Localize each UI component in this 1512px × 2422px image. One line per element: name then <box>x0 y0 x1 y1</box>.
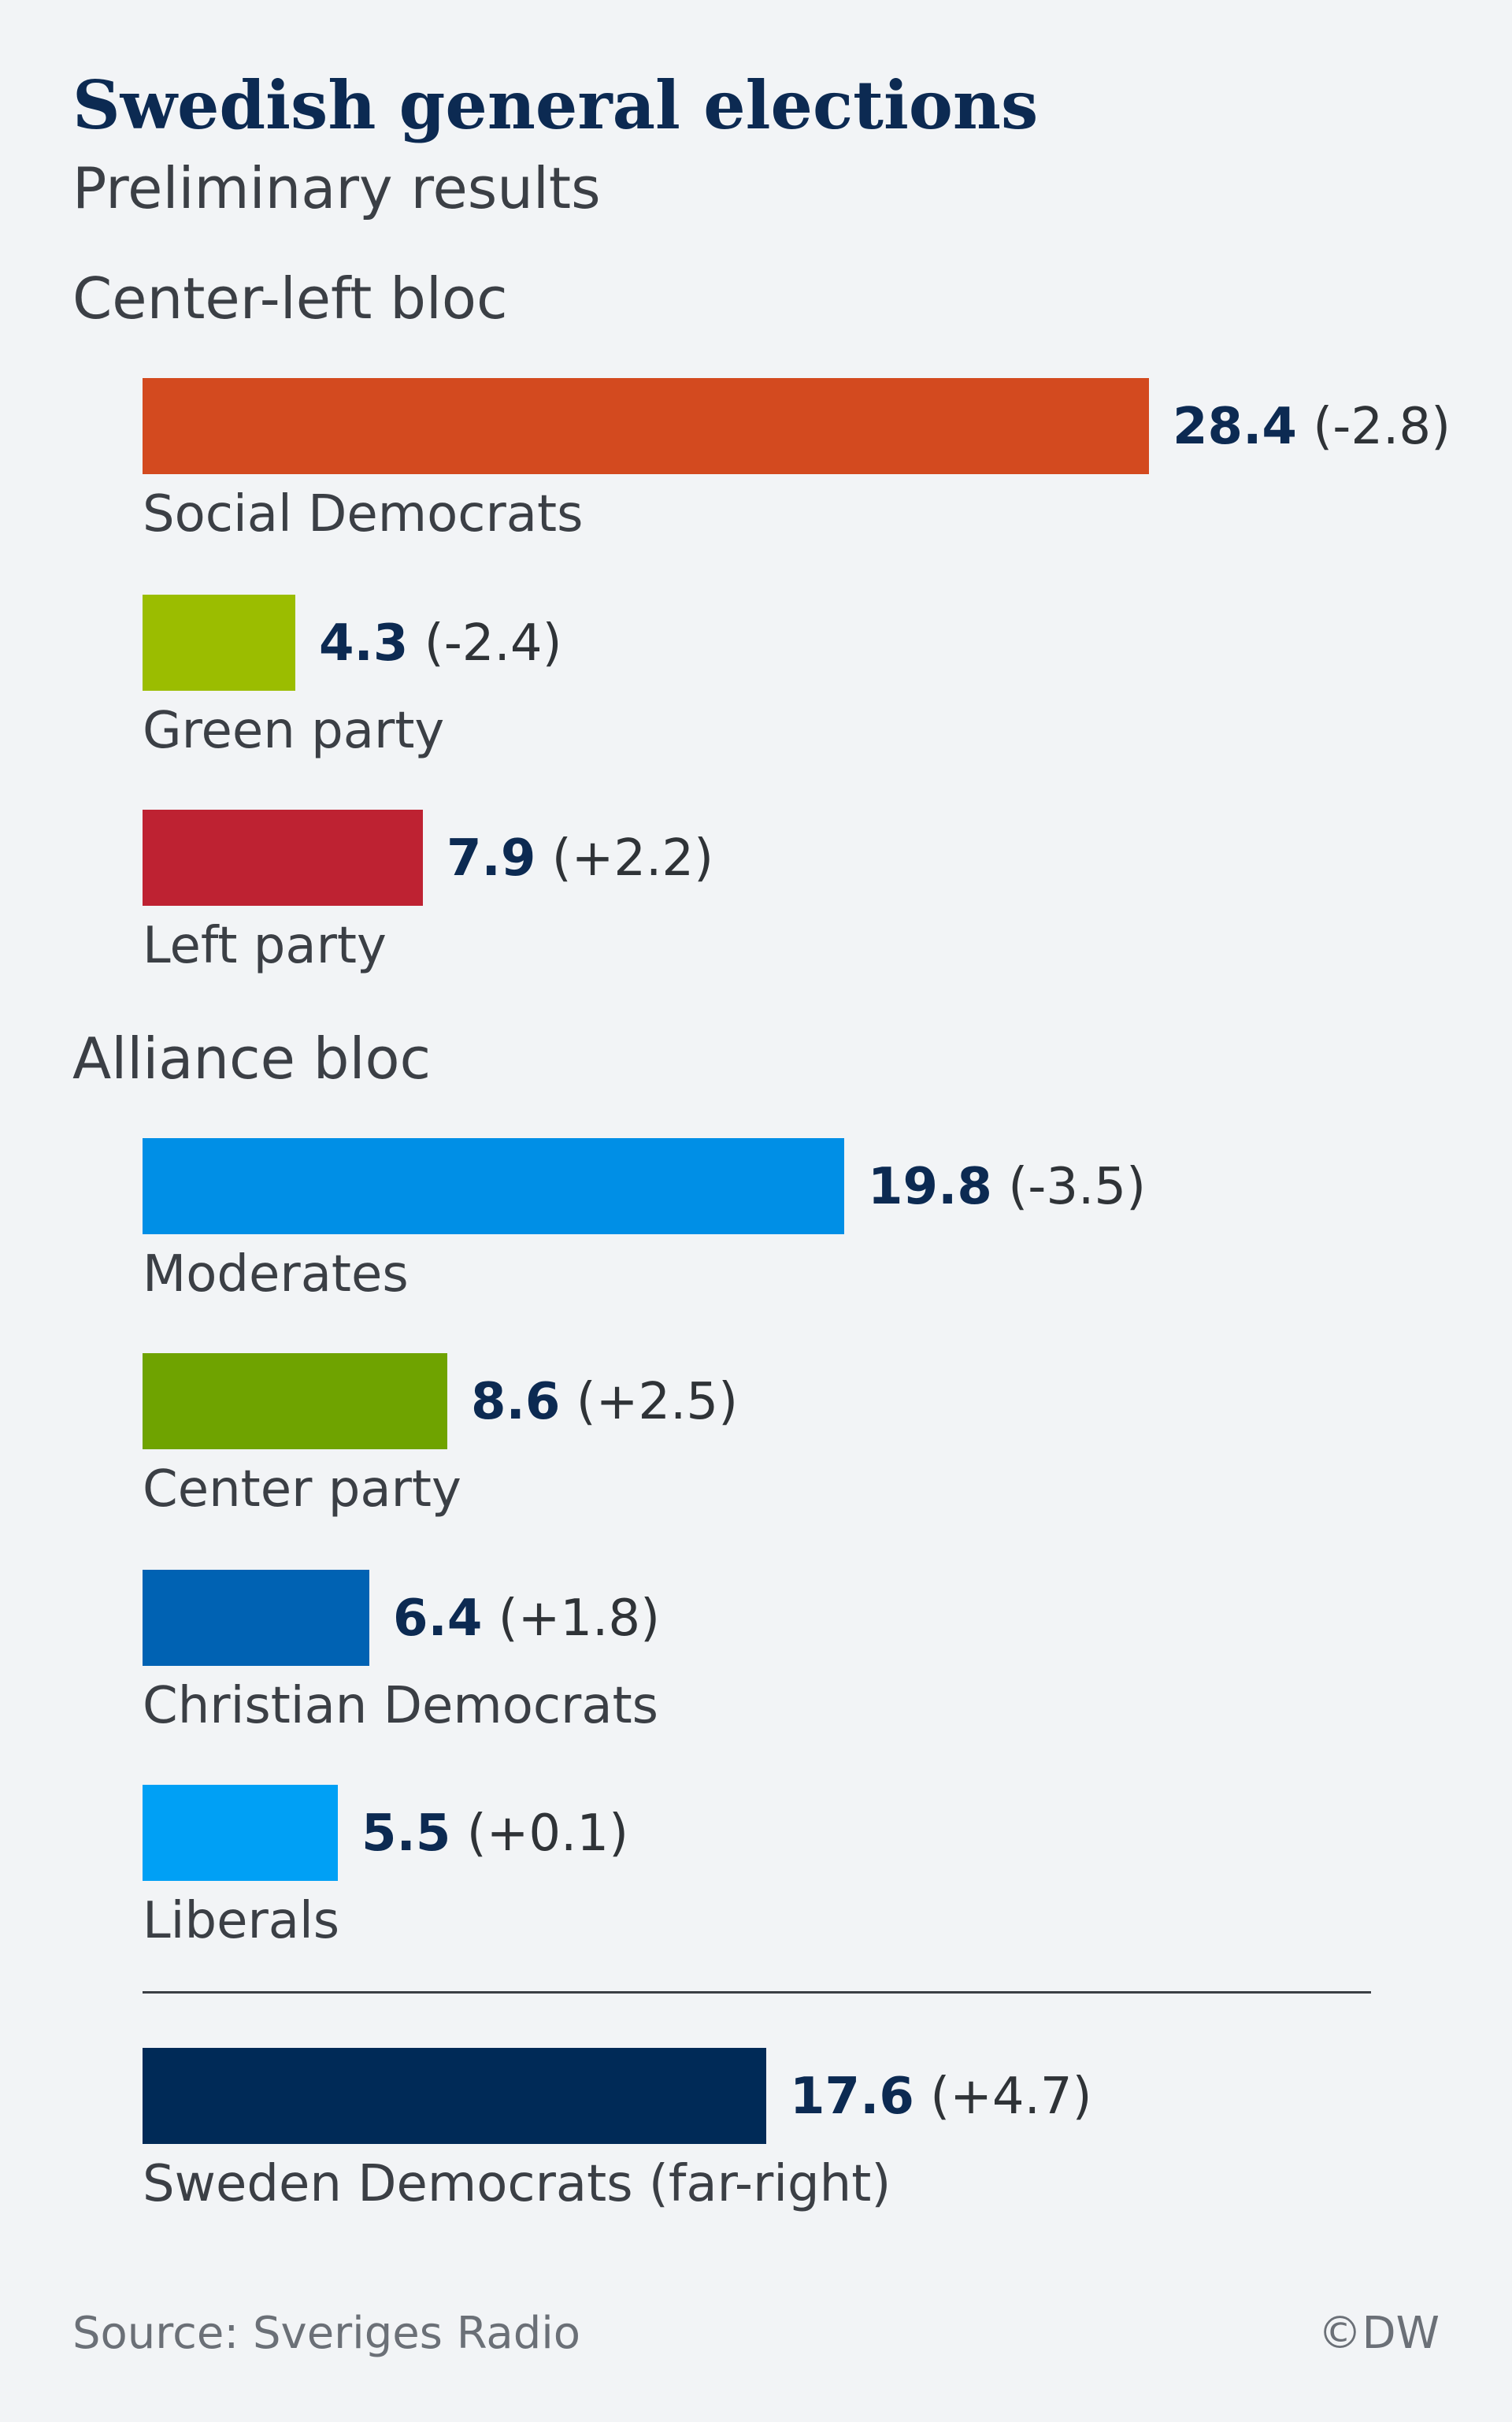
value-change: (+0.1) <box>450 1804 629 1863</box>
value-number: 4.3 <box>319 614 409 673</box>
bloc-label-center-left: Center-left bloc <box>72 265 508 332</box>
value-label-christian-democrats: 6.4 (+1.8) <box>393 1593 660 1644</box>
bloc-label-alliance: Alliance bloc <box>72 1026 432 1092</box>
value-label-liberals: 5.5 (+0.1) <box>361 1808 628 1859</box>
source-note: Source: Sveriges Radio <box>72 2308 581 2359</box>
chart-title: Swedish general elections <box>72 66 1039 144</box>
party-label-social-democrats: Social Democrats <box>143 485 584 543</box>
chart-subtitle: Preliminary results <box>72 155 601 221</box>
value-label-left-party: 7.9 (+2.2) <box>447 833 713 884</box>
bar-moderates <box>143 1138 844 1234</box>
value-change: (+4.7) <box>914 2068 1092 2126</box>
value-number: 5.5 <box>361 1804 451 1863</box>
value-label-moderates: 19.8 (-3.5) <box>868 1162 1146 1212</box>
bar-social-democrats <box>143 378 1149 474</box>
value-number: 8.6 <box>471 1373 561 1431</box>
bar-left-party <box>143 810 423 906</box>
bar-center-party <box>143 1353 447 1449</box>
party-label-green-party: Green party <box>143 702 445 760</box>
value-label-center-party: 8.6 (+2.5) <box>471 1377 738 1427</box>
credit-dw: ©DW <box>1317 2308 1440 2359</box>
value-number: 19.8 <box>868 1158 992 1216</box>
bar-green-party <box>143 595 295 691</box>
value-number: 6.4 <box>393 1589 483 1648</box>
party-label-liberals: Liberals <box>143 1892 340 1950</box>
value-change: (-2.4) <box>408 614 562 673</box>
bar-christian-democrats <box>143 1570 369 1666</box>
value-change: (-3.5) <box>991 1158 1147 1216</box>
value-number: 7.9 <box>447 829 536 888</box>
value-number: 17.6 <box>790 2068 914 2126</box>
value-change: (-2.8) <box>1296 398 1451 456</box>
value-change: (+2.5) <box>560 1373 739 1431</box>
bar-sweden-democrats-far-right <box>143 2048 766 2144</box>
value-label-green-party: 4.3 (-2.4) <box>319 618 562 669</box>
value-change: (+2.2) <box>536 829 714 888</box>
party-label-christian-democrats: Christian Democrats <box>143 1677 658 1735</box>
divider-line <box>143 1991 1371 1994</box>
bar-liberals <box>143 1785 338 1881</box>
value-number: 28.4 <box>1173 398 1297 456</box>
party-label-moderates: Moderates <box>143 1245 409 1304</box>
party-label-center-party: Center party <box>143 1460 461 1519</box>
value-change: (+1.8) <box>482 1589 661 1648</box>
party-label-sweden-democrats-far-right: Sweden Democrats (far-right) <box>143 2155 891 2213</box>
party-label-left-party: Left party <box>143 917 387 975</box>
value-label-social-democrats: 28.4 (-2.8) <box>1173 402 1451 452</box>
value-label-sweden-democrats-far-right: 17.6 (+4.7) <box>790 2071 1092 2122</box>
